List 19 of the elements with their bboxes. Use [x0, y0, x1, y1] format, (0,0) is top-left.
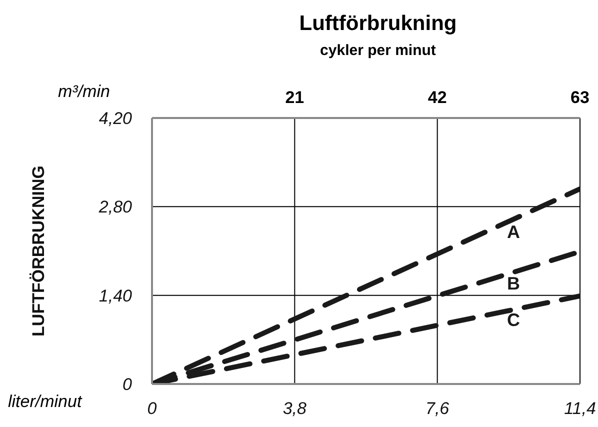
series-label: C	[506, 310, 520, 330]
series-label: B	[506, 273, 520, 294]
x2-tick-label: 42	[426, 88, 448, 108]
x-tick-label: 11,4	[564, 399, 596, 418]
text: m³/min	[58, 82, 110, 102]
y-tick-label: 0	[122, 375, 133, 394]
chart-subtitle: cykler per minut	[319, 42, 437, 59]
y-tick-label: 2,80	[98, 198, 133, 217]
x-tick-label: 3,8	[282, 399, 308, 418]
chart-title: Luftförbrukning	[298, 12, 458, 36]
x2-tick-label: 63	[570, 88, 590, 108]
series-label: A	[506, 222, 520, 242]
text: liter/minut	[8, 392, 82, 412]
x2-tick-label: 21	[284, 88, 306, 108]
x-tick-label: 0	[147, 399, 158, 418]
y-tick-label: 4,20	[98, 109, 133, 128]
y-axis-title: LUFTFÖRBRUKNING	[29, 166, 48, 336]
y-tick-label: 1,40	[98, 286, 133, 306]
x-tick-label: 7,6	[426, 399, 450, 418]
